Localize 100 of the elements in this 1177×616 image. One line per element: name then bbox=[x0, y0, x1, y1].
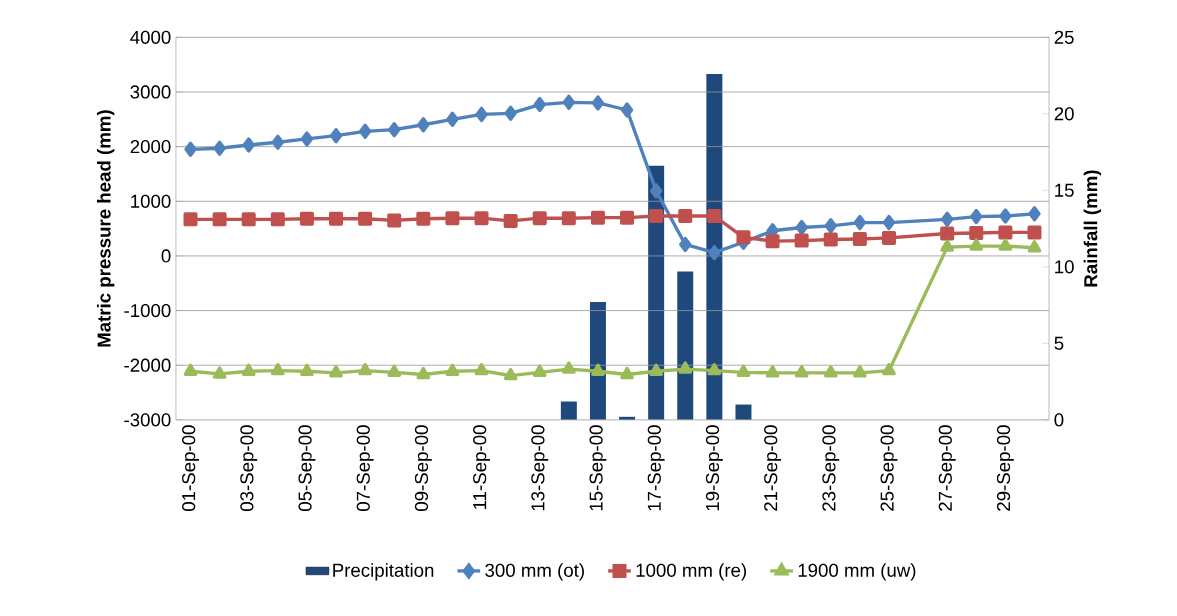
point bbox=[1028, 206, 1041, 222]
point bbox=[882, 215, 896, 231]
y2-tick-label: 5 bbox=[1054, 336, 1064, 350]
point bbox=[795, 219, 808, 236]
point bbox=[183, 212, 198, 227]
x-tick-label: 15-Sep-00 bbox=[589, 425, 607, 511]
point bbox=[591, 95, 605, 111]
point bbox=[299, 211, 314, 226]
point bbox=[212, 212, 227, 227]
point bbox=[445, 363, 460, 376]
point bbox=[707, 209, 722, 224]
point bbox=[969, 226, 984, 241]
point bbox=[532, 211, 547, 226]
point bbox=[358, 363, 372, 376]
point bbox=[736, 230, 751, 245]
y-tick-label: 3000 bbox=[130, 85, 171, 99]
point bbox=[416, 211, 431, 226]
x-tick-label: 09-Sep-00 bbox=[414, 425, 432, 512]
point bbox=[941, 211, 954, 228]
point bbox=[416, 366, 431, 380]
point bbox=[824, 218, 837, 234]
point bbox=[998, 238, 1013, 251]
point bbox=[590, 210, 605, 225]
point bbox=[474, 211, 489, 226]
point bbox=[329, 128, 343, 144]
y2-tick-label: 25 bbox=[1054, 30, 1074, 45]
point bbox=[241, 212, 256, 227]
point bbox=[212, 366, 227, 379]
y2-tick-label: 0 bbox=[1054, 413, 1064, 427]
legend-label: 300 mm (ot) bbox=[485, 563, 584, 581]
x-tick-label: 21-Sep-00 bbox=[764, 425, 782, 511]
point bbox=[329, 365, 343, 378]
y-tick-label: -2000 bbox=[124, 358, 171, 372]
point bbox=[765, 234, 780, 249]
point bbox=[853, 215, 867, 231]
point bbox=[940, 239, 955, 252]
x-tick-label: 13-Sep-00 bbox=[531, 425, 549, 511]
point bbox=[184, 141, 197, 158]
point bbox=[183, 363, 198, 376]
point bbox=[1027, 240, 1042, 253]
point bbox=[300, 363, 314, 376]
point bbox=[329, 211, 344, 226]
point bbox=[300, 131, 314, 147]
bar bbox=[706, 74, 723, 420]
point bbox=[679, 236, 692, 253]
point bbox=[270, 363, 285, 376]
point bbox=[561, 211, 576, 226]
x-tick-label: 01-Sep-00 bbox=[182, 425, 199, 512]
y-tick-label: 2000 bbox=[130, 140, 171, 154]
point bbox=[794, 233, 809, 248]
point bbox=[940, 226, 955, 241]
point bbox=[474, 363, 489, 376]
point bbox=[853, 365, 867, 378]
y-tick-label: -1000 bbox=[124, 304, 171, 318]
x-tick-label: 29-Sep-00 bbox=[996, 425, 1014, 511]
y2-tick-label: 10 bbox=[1055, 260, 1074, 274]
y-axis-title: Matric pressure head (mm) bbox=[96, 110, 115, 347]
point bbox=[358, 211, 373, 226]
point bbox=[794, 365, 809, 378]
point bbox=[620, 210, 635, 225]
point bbox=[678, 209, 693, 224]
point bbox=[1027, 225, 1042, 240]
point bbox=[271, 134, 284, 151]
point bbox=[358, 123, 372, 140]
point bbox=[765, 365, 780, 378]
x-tick-label: 19-Sep-00 bbox=[705, 425, 723, 511]
point bbox=[241, 363, 256, 376]
point bbox=[387, 364, 402, 378]
y2-axis-title: Rainfall (mm) bbox=[1083, 170, 1102, 287]
x-tick-label: 23-Sep-00 bbox=[822, 425, 840, 511]
point bbox=[678, 361, 693, 374]
point bbox=[736, 364, 751, 378]
legend-label: 1900 mm (uw) bbox=[798, 563, 916, 581]
point bbox=[388, 122, 401, 138]
point bbox=[562, 94, 576, 111]
bar bbox=[677, 271, 694, 420]
point bbox=[387, 213, 402, 228]
x-tick-label: 17-Sep-00 bbox=[647, 425, 665, 511]
x-tick-label: 03-Sep-00 bbox=[240, 425, 258, 512]
point bbox=[532, 364, 547, 378]
point bbox=[649, 183, 663, 199]
y-tick-label: -3000 bbox=[124, 413, 171, 427]
x-tick-label: 11-Sep-00 bbox=[473, 425, 490, 510]
point bbox=[882, 363, 896, 376]
point bbox=[504, 105, 517, 122]
point bbox=[270, 212, 285, 227]
point bbox=[852, 232, 867, 247]
point bbox=[708, 245, 721, 261]
point bbox=[213, 140, 226, 157]
point bbox=[417, 117, 430, 133]
legend-label: Precipitation bbox=[333, 563, 434, 581]
x-tick-label: 05-Sep-00 bbox=[298, 425, 316, 512]
point bbox=[591, 363, 605, 376]
y-tick-label: 4000 bbox=[130, 30, 171, 45]
point bbox=[561, 361, 576, 374]
point bbox=[503, 368, 518, 381]
point bbox=[503, 214, 518, 229]
point bbox=[620, 102, 634, 118]
point bbox=[969, 238, 984, 251]
x-tick-label: 27-Sep-00 bbox=[938, 425, 956, 511]
